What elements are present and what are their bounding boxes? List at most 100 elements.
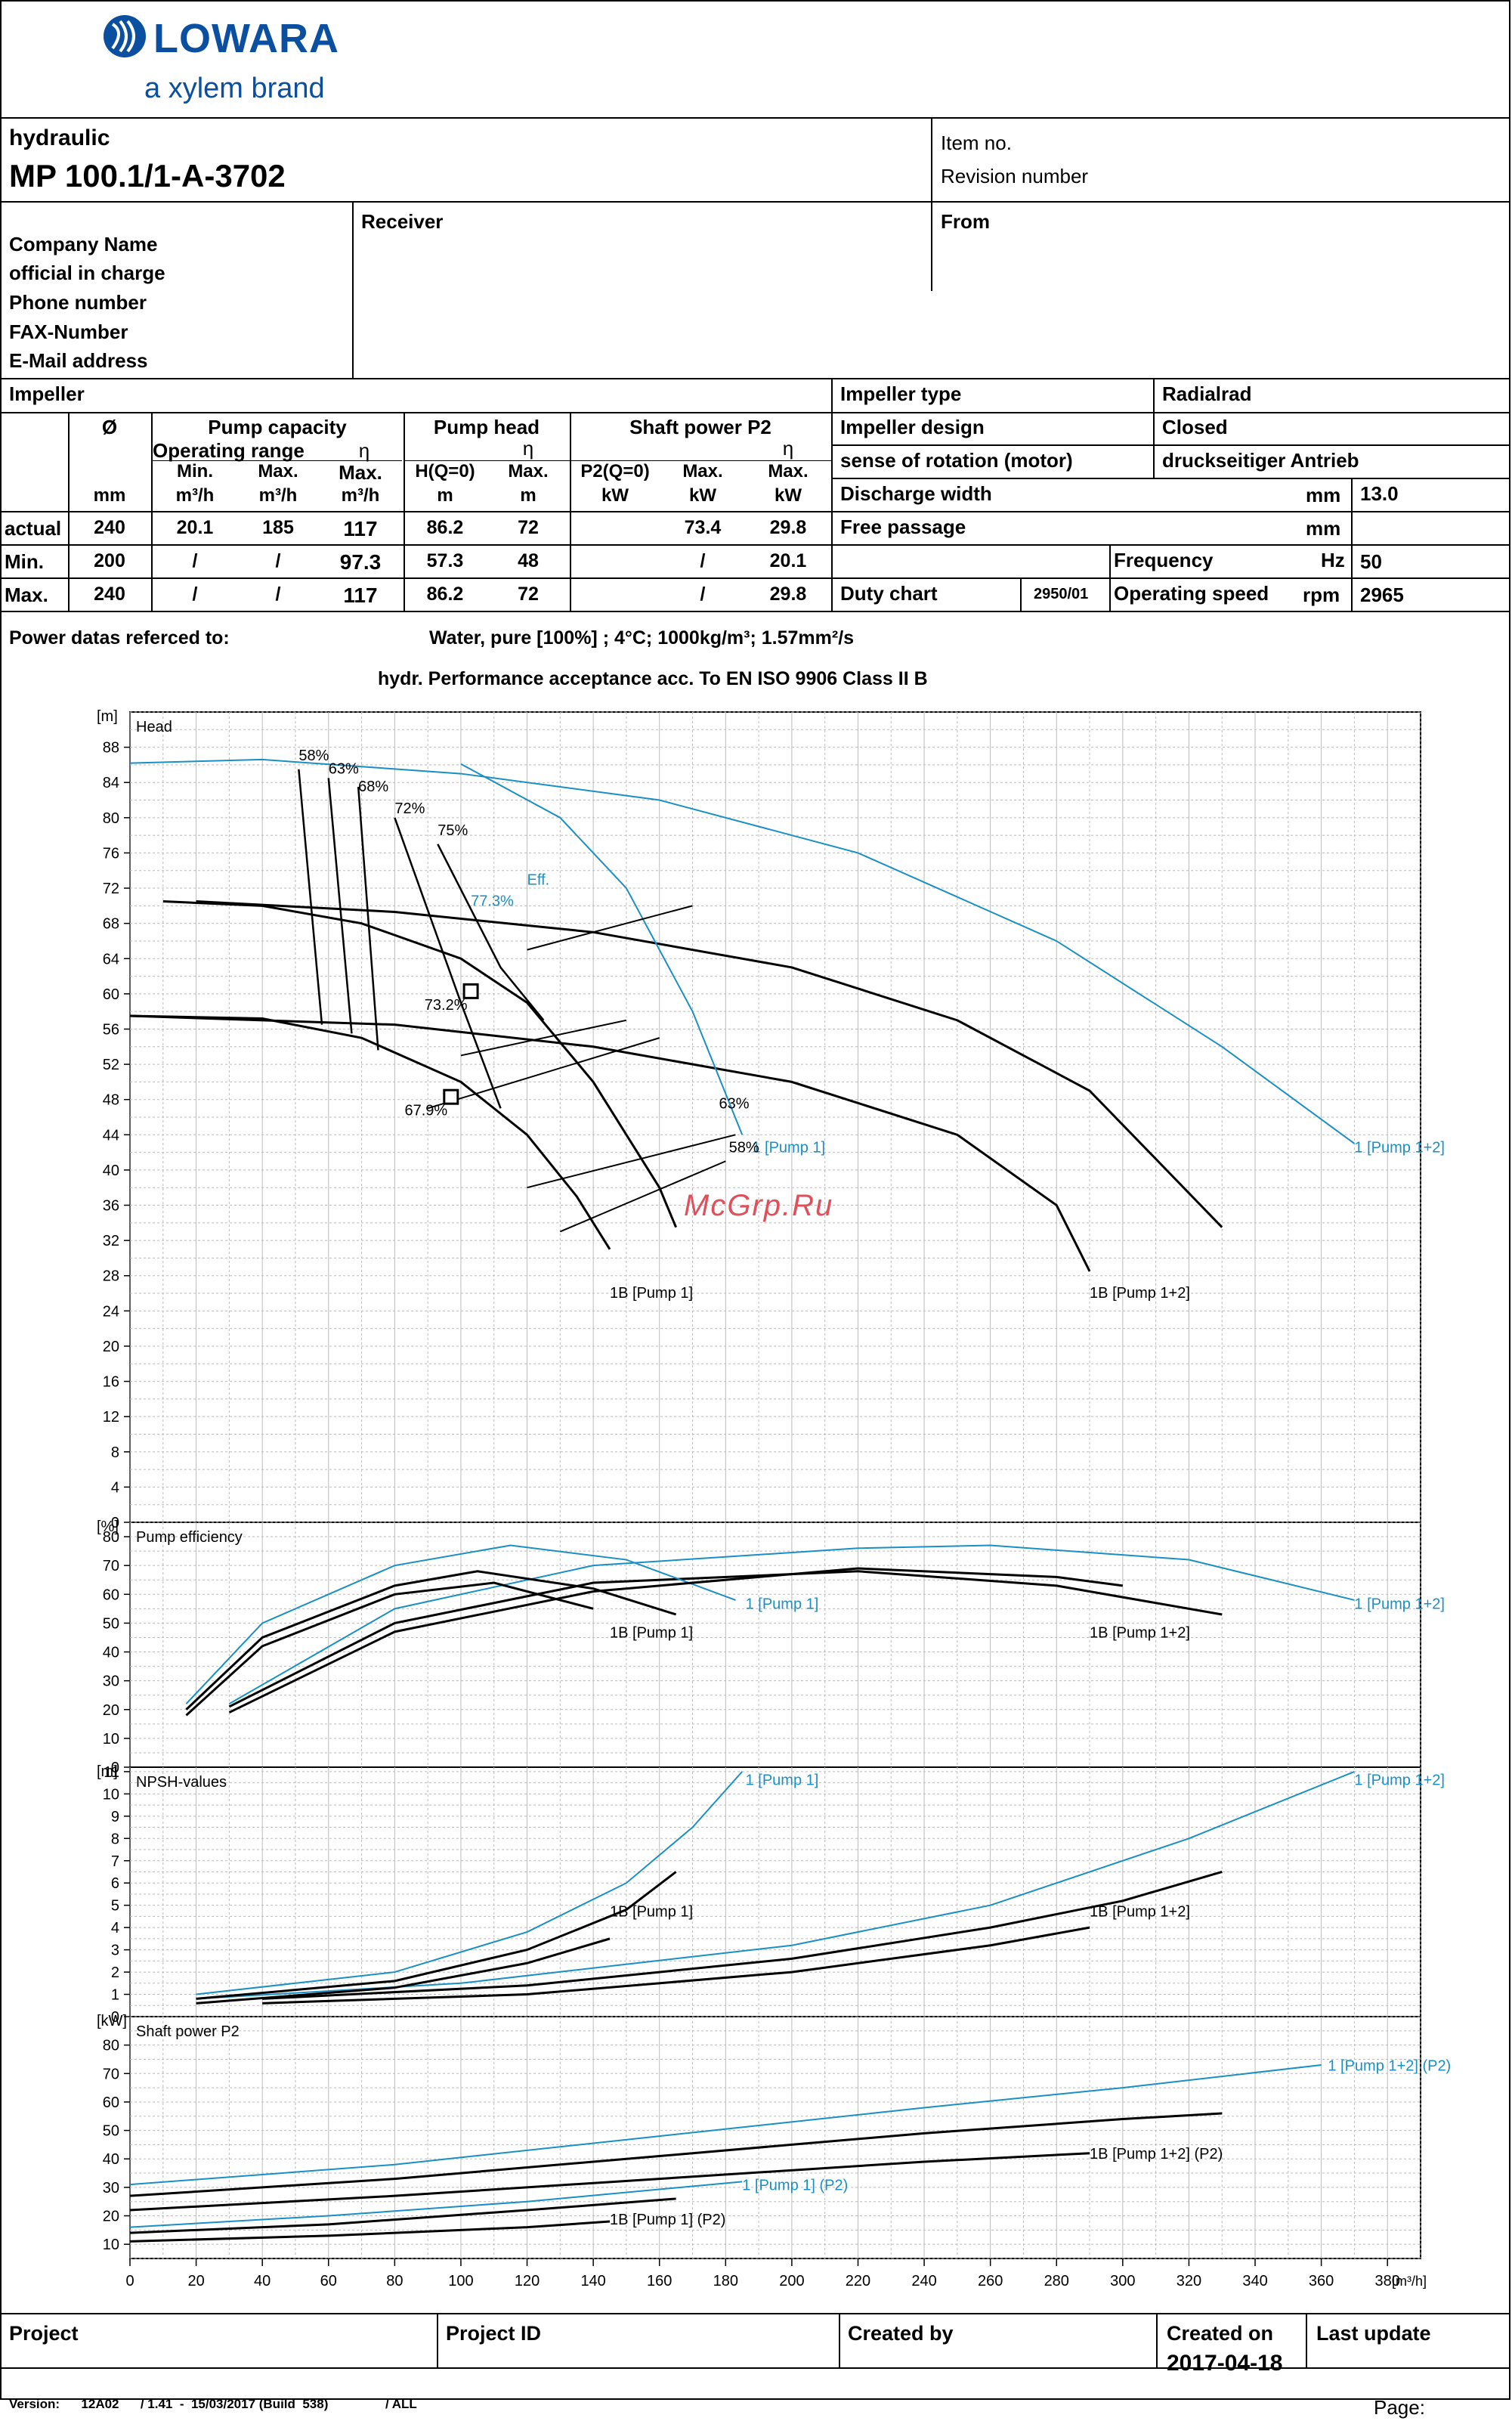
series-line (185, 1544, 736, 1704)
impeller-type-label: Impeller type (840, 382, 962, 405)
table-cell: 20.1 (176, 517, 214, 538)
discharge-label: Discharge width (840, 482, 992, 505)
x-tick-label: 260 (978, 2273, 1003, 2289)
divider (831, 444, 1510, 446)
iso-efficiency-line (437, 844, 545, 1021)
divider (0, 577, 1510, 579)
version-info: Version: 12A02 / 1.41 - 15/03/2017 (Buil… (9, 2397, 417, 2411)
y-tick-label: 88 (103, 740, 119, 757)
frequency-value: 50 (1360, 550, 1382, 573)
model-title: MP 100.1/1-A-3702 (9, 158, 286, 193)
y-tick-label: 40 (103, 1163, 119, 1179)
table-cell: / (192, 550, 198, 571)
table-cell: 29.8 (769, 517, 807, 538)
table-cell: 117 (343, 584, 378, 607)
impeller-design-value: Closed (1162, 416, 1228, 438)
series-line (129, 2112, 1223, 2197)
contact-label: Phone number (9, 291, 147, 314)
divider (831, 378, 833, 611)
table-cell: 57.3 (426, 550, 464, 571)
impeller-title: Impeller (9, 382, 85, 405)
y-tick-label: 40 (103, 2151, 119, 2168)
table-cell: / (700, 584, 706, 605)
y-tick-label: 70 (103, 2066, 119, 2082)
iso-label: Eff. (527, 871, 550, 888)
col-hq0: H(Q=0) (415, 461, 475, 481)
y-tick-label: 72 (103, 881, 119, 897)
series-line (129, 1014, 1091, 1272)
y-tick-label: 60 (103, 986, 119, 1003)
y-tick-label: 4 (111, 1920, 119, 1936)
panel-frame (129, 2016, 1421, 2259)
y-tick-label: 10 (103, 2237, 119, 2253)
iso-label: 72% (394, 800, 425, 817)
divider (839, 2313, 840, 2367)
x-tick-label: 180 (713, 2273, 738, 2289)
x-tick-label: 160 (647, 2273, 672, 2289)
col-min: Min. (177, 461, 213, 481)
y-tick-label: 44 (103, 1127, 119, 1144)
x-tick-label: 120 (515, 2273, 540, 2289)
table-cell: 240 (94, 584, 125, 605)
x-tick-label: 340 (1242, 2273, 1267, 2289)
unit-cell: m (520, 485, 536, 506)
lowara-logo-icon (104, 15, 146, 57)
iso-connector (527, 905, 693, 951)
x-tick-label: 360 (1309, 2273, 1334, 2289)
y-tick-label: 20 (103, 2209, 119, 2225)
contact-label: E-Mail address (9, 349, 148, 372)
divider (1156, 2313, 1158, 2367)
table-cell: 73.4 (684, 517, 722, 538)
y-tick-label: 40 (103, 1645, 119, 1661)
watermark: McGrp.Ru (684, 1189, 834, 1222)
x-tick-label: 20 (187, 2273, 204, 2289)
divider (1153, 378, 1155, 478)
divider (437, 2313, 438, 2367)
y-tick-label: 50 (103, 1615, 119, 1632)
y-tick-label: 28 (103, 1268, 119, 1285)
y-tick-label: 1 (111, 1987, 119, 2004)
y-tick-label: 0 (111, 1760, 119, 1776)
y-tick-label: 48 (103, 1092, 119, 1109)
table-cell: 240 (94, 517, 125, 538)
iso-efficiency-line (298, 769, 323, 1025)
y-tick-label: 36 (103, 1198, 119, 1215)
panel-title: Head (136, 719, 172, 735)
y-tick-label: 11 (104, 1764, 119, 1781)
x-tick-label: 300 (1110, 2273, 1135, 2289)
created-on-value: 2017-04-18 (1167, 2351, 1283, 2376)
divider (571, 460, 831, 461)
discharge-unit: mm (1306, 484, 1341, 506)
brand-logo: LOWARA a xylem brand (102, 9, 344, 104)
curve-label: 1B [Pump 1] (P2) (610, 2212, 725, 2228)
y-tick-label: 10 (103, 1731, 119, 1748)
table-cell: 97.3 (339, 550, 382, 574)
series-line (228, 1567, 1124, 1714)
table-cell: / (700, 550, 706, 571)
contact-label: FAX-Number (9, 320, 128, 343)
iso-label: 58% (729, 1140, 759, 1156)
curve-label: 1 [Pump 1] (P2) (742, 2178, 848, 2194)
series-line (196, 900, 1223, 1228)
table-cell: / (192, 584, 198, 605)
y-tick-label: 8 (111, 1831, 119, 1847)
iso-connector (460, 1019, 627, 1057)
unit-cell: m³/h (341, 485, 380, 506)
y-tick-label: 3 (111, 1943, 119, 1959)
series-line (185, 1570, 677, 1710)
col-head-max: Max. (508, 461, 549, 481)
duty-chart-value: 2950/01 (1034, 586, 1089, 602)
divider (0, 117, 1510, 119)
y-tick-label: 80 (103, 810, 119, 827)
curve-label: 1B [Pump 1+2] (1090, 1903, 1190, 1920)
y-tick-label: 68 (103, 916, 119, 933)
y-tick-label: 6 (111, 1875, 119, 1892)
speed-label: Operating speed (1114, 582, 1269, 605)
x-tick-label: 80 (386, 2273, 403, 2289)
acceptance-note: hydr. Performance acceptance acc. To EN … (378, 668, 928, 689)
frequency-unit: Hz (1321, 549, 1345, 571)
y-tick-label: 8 (111, 1444, 119, 1461)
col-p2max: Max. (682, 461, 723, 481)
duty-chart-label: Duty chart (840, 582, 938, 605)
table-cell: 117 (343, 517, 378, 540)
